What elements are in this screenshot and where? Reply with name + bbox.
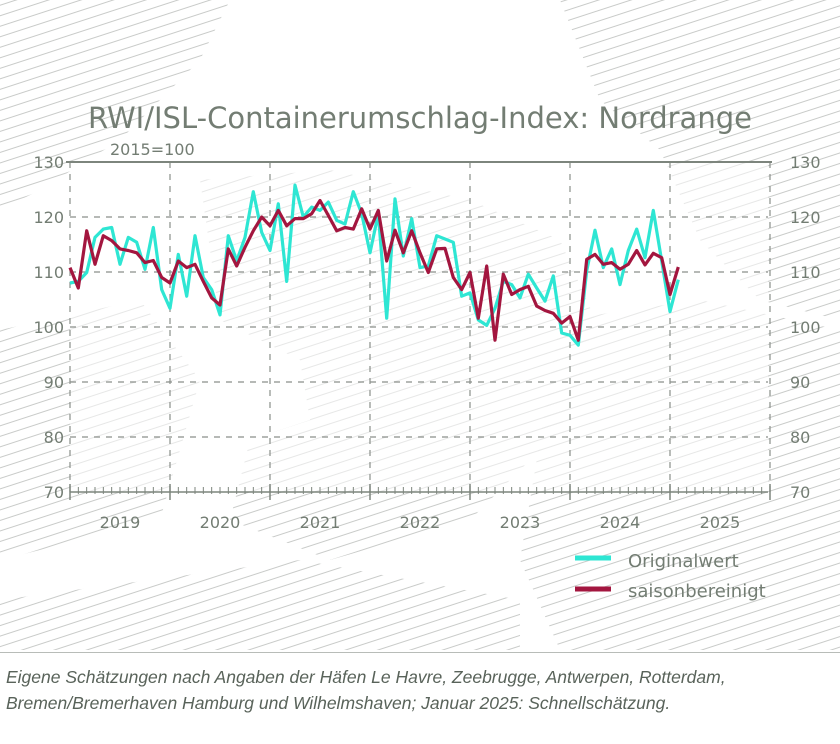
chart: RWI/ISL-Containerumschlag-Index: Nordran… <box>0 0 840 650</box>
y-tick-label-right: 70 <box>790 483 810 502</box>
chart-subtitle: 2015=100 <box>110 140 195 159</box>
footnote-line-1: Eigene Schätzungen nach Angaben der Häfe… <box>6 667 726 687</box>
y-tick-label-right: 80 <box>790 428 810 447</box>
series-lines <box>68 183 680 347</box>
y-tick-label-left: 100 <box>33 318 64 337</box>
x-year-label: 2024 <box>600 513 641 532</box>
y-tick-label-right: 100 <box>790 318 821 337</box>
footnote-line-2: Bremen/Bremerhaven Hamburg und Wilhelmsh… <box>6 693 671 713</box>
x-year-label: 2025 <box>700 513 741 532</box>
footnote: Eigene Schätzungen nach Angaben der Häfe… <box>6 664 836 716</box>
y-tick-label-left: 120 <box>33 208 64 227</box>
y-tick-label-left: 90 <box>44 373 64 392</box>
y-tick-label-left: 80 <box>44 428 64 447</box>
x-year-label: 2022 <box>400 513 441 532</box>
chart-title: RWI/ISL-Containerumschlag-Index: Nordran… <box>88 101 752 135</box>
x-year-label: 2021 <box>300 513 341 532</box>
legend-label-saisonbereinigt: saisonbereinigt <box>628 581 766 602</box>
y-tick-label-right: 130 <box>790 153 821 172</box>
y-tick-label-right: 110 <box>790 263 821 282</box>
divider <box>0 652 840 653</box>
series-line-saisonbereinigt <box>68 198 680 342</box>
x-year-label: 2019 <box>100 513 141 532</box>
y-tick-label-left: 110 <box>33 263 64 282</box>
y-tick-label-left: 130 <box>33 153 64 172</box>
legend-label-originalwert: Originalwert <box>628 551 739 572</box>
legend: Originalwert saisonbereinigt <box>575 551 766 602</box>
y-tick-label-right: 90 <box>790 373 810 392</box>
series-line-originalwert <box>69 183 680 347</box>
x-year-label: 2020 <box>200 513 241 532</box>
x-year-label: 2023 <box>500 513 541 532</box>
y-tick-label-right: 120 <box>790 208 821 227</box>
y-tick-label-left: 70 <box>44 483 64 502</box>
axes: 70 70 80 80 90 90 100 100 110 110 120 120 130 130 2019… <box>33 153 820 532</box>
